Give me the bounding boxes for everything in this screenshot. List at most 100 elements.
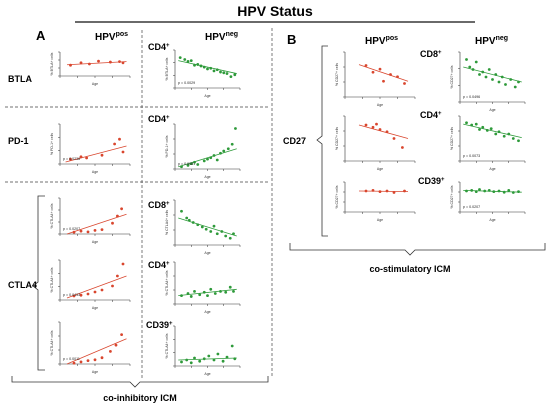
x-axis-label: Age bbox=[204, 310, 210, 314]
data-point bbox=[220, 230, 224, 233]
data-point bbox=[487, 68, 491, 71]
y-axis-label: % CTLA4+ cells bbox=[50, 267, 54, 292]
plot-ctla4-cd39-neg: Age % CTLA4+ cells bbox=[165, 325, 241, 376]
data-point bbox=[193, 160, 196, 164]
plot-cd27-cd4-pos: Age % CD27+ cells bbox=[335, 115, 416, 171]
x-axis-label: Age bbox=[377, 103, 383, 107]
panel-a-bottom-brace bbox=[11, 376, 269, 388]
data-point bbox=[484, 75, 488, 79]
panel-a-footer: co-inhibitory ICM bbox=[103, 393, 177, 403]
data-point bbox=[212, 69, 216, 73]
data-point bbox=[196, 63, 200, 66]
data-point bbox=[180, 294, 183, 297]
data-point bbox=[198, 359, 202, 363]
plot-ctla4-cd4-neg: Age % CTLA4+ cells bbox=[165, 261, 241, 314]
data-point bbox=[209, 230, 213, 233]
x-axis-label: Age bbox=[377, 218, 383, 222]
data-point bbox=[79, 155, 83, 159]
data-point bbox=[118, 60, 121, 63]
regression-line bbox=[358, 124, 409, 139]
data-point bbox=[72, 294, 76, 298]
data-point bbox=[111, 221, 114, 225]
data-point bbox=[120, 207, 123, 211]
data-point bbox=[474, 190, 478, 194]
p-value-label: p = 0.0073 bbox=[463, 154, 480, 158]
data-point bbox=[494, 73, 498, 76]
y-axis-label: % PD-1+ cells bbox=[50, 133, 54, 155]
data-point bbox=[178, 56, 182, 59]
plot-ctla4-cd8-neg: Age % CTLA4+ cells bbox=[165, 199, 241, 255]
data-point bbox=[497, 189, 501, 193]
plot-pd1-pos: Age % PD-1+ cells p = 0.0238 bbox=[50, 123, 131, 174]
data-point bbox=[100, 288, 104, 292]
data-point bbox=[180, 165, 183, 169]
data-point bbox=[233, 357, 237, 361]
data-point bbox=[185, 358, 189, 362]
data-point bbox=[109, 350, 112, 353]
data-point bbox=[93, 290, 97, 294]
data-point bbox=[396, 75, 399, 79]
data-point bbox=[478, 188, 481, 191]
data-point bbox=[202, 290, 206, 294]
y-axis-label: % BTLA+ cells bbox=[50, 52, 54, 75]
data-point bbox=[207, 354, 211, 358]
data-point bbox=[186, 292, 190, 295]
data-point bbox=[100, 228, 104, 232]
data-point bbox=[222, 71, 226, 75]
data-point bbox=[219, 290, 222, 293]
x-axis-label: Age bbox=[489, 108, 495, 112]
data-point bbox=[392, 191, 396, 194]
panel-b-neg-sup: neg bbox=[496, 35, 508, 42]
y-axis-label: % CTLA4+ cells bbox=[165, 270, 169, 295]
svg-text:HPVneg: HPVneg bbox=[475, 35, 508, 47]
x-axis-label: Age bbox=[204, 175, 210, 179]
data-point bbox=[100, 356, 104, 360]
row-label-cd27: CD27 bbox=[283, 136, 306, 146]
panel-a-pos-sup: pos bbox=[116, 31, 129, 38]
data-point bbox=[232, 290, 235, 293]
data-point bbox=[121, 262, 125, 266]
data-point bbox=[116, 214, 119, 218]
data-point bbox=[470, 189, 474, 192]
regression-line bbox=[66, 61, 127, 66]
data-point bbox=[511, 137, 515, 140]
data-point bbox=[72, 361, 76, 365]
data-point bbox=[233, 73, 237, 77]
data-point bbox=[193, 290, 196, 293]
p-value-label: p = 0.0207 bbox=[463, 205, 480, 209]
p-value-label: p = 0.0238 bbox=[63, 157, 80, 161]
data-point bbox=[403, 82, 406, 85]
data-point bbox=[183, 58, 187, 61]
y-axis-label: % CTLA4+ cells bbox=[165, 333, 169, 358]
data-point bbox=[465, 121, 468, 125]
data-point bbox=[215, 158, 219, 162]
data-point bbox=[114, 343, 118, 347]
data-point bbox=[478, 128, 481, 131]
data-point bbox=[209, 287, 213, 291]
x-axis-label: Age bbox=[489, 218, 495, 222]
row-label-pd1: PD-1 bbox=[8, 136, 29, 146]
data-point bbox=[193, 63, 196, 67]
data-point bbox=[494, 132, 498, 136]
panel-b-neg-base: HPV bbox=[475, 36, 496, 47]
figure-title: HPV Status bbox=[237, 3, 313, 19]
x-axis-label: Age bbox=[92, 240, 98, 244]
data-point bbox=[497, 130, 501, 134]
data-point bbox=[185, 216, 189, 220]
data-point bbox=[509, 78, 513, 81]
regression-line bbox=[178, 60, 237, 74]
subset-cd27-cd8: CD8+ bbox=[420, 49, 442, 59]
data-point bbox=[392, 137, 396, 140]
p-value-label: p = 0.0433 bbox=[63, 293, 80, 297]
data-point bbox=[93, 358, 97, 362]
data-point bbox=[389, 73, 392, 76]
data-point bbox=[230, 142, 234, 146]
data-point bbox=[202, 65, 206, 69]
regression-line bbox=[66, 275, 127, 299]
data-point bbox=[465, 58, 468, 61]
panel-b-pos-base: HPV bbox=[365, 36, 386, 47]
data-point bbox=[378, 190, 382, 194]
x-axis-label: Age bbox=[204, 251, 210, 255]
regression-line bbox=[358, 64, 409, 82]
data-point bbox=[224, 290, 228, 294]
